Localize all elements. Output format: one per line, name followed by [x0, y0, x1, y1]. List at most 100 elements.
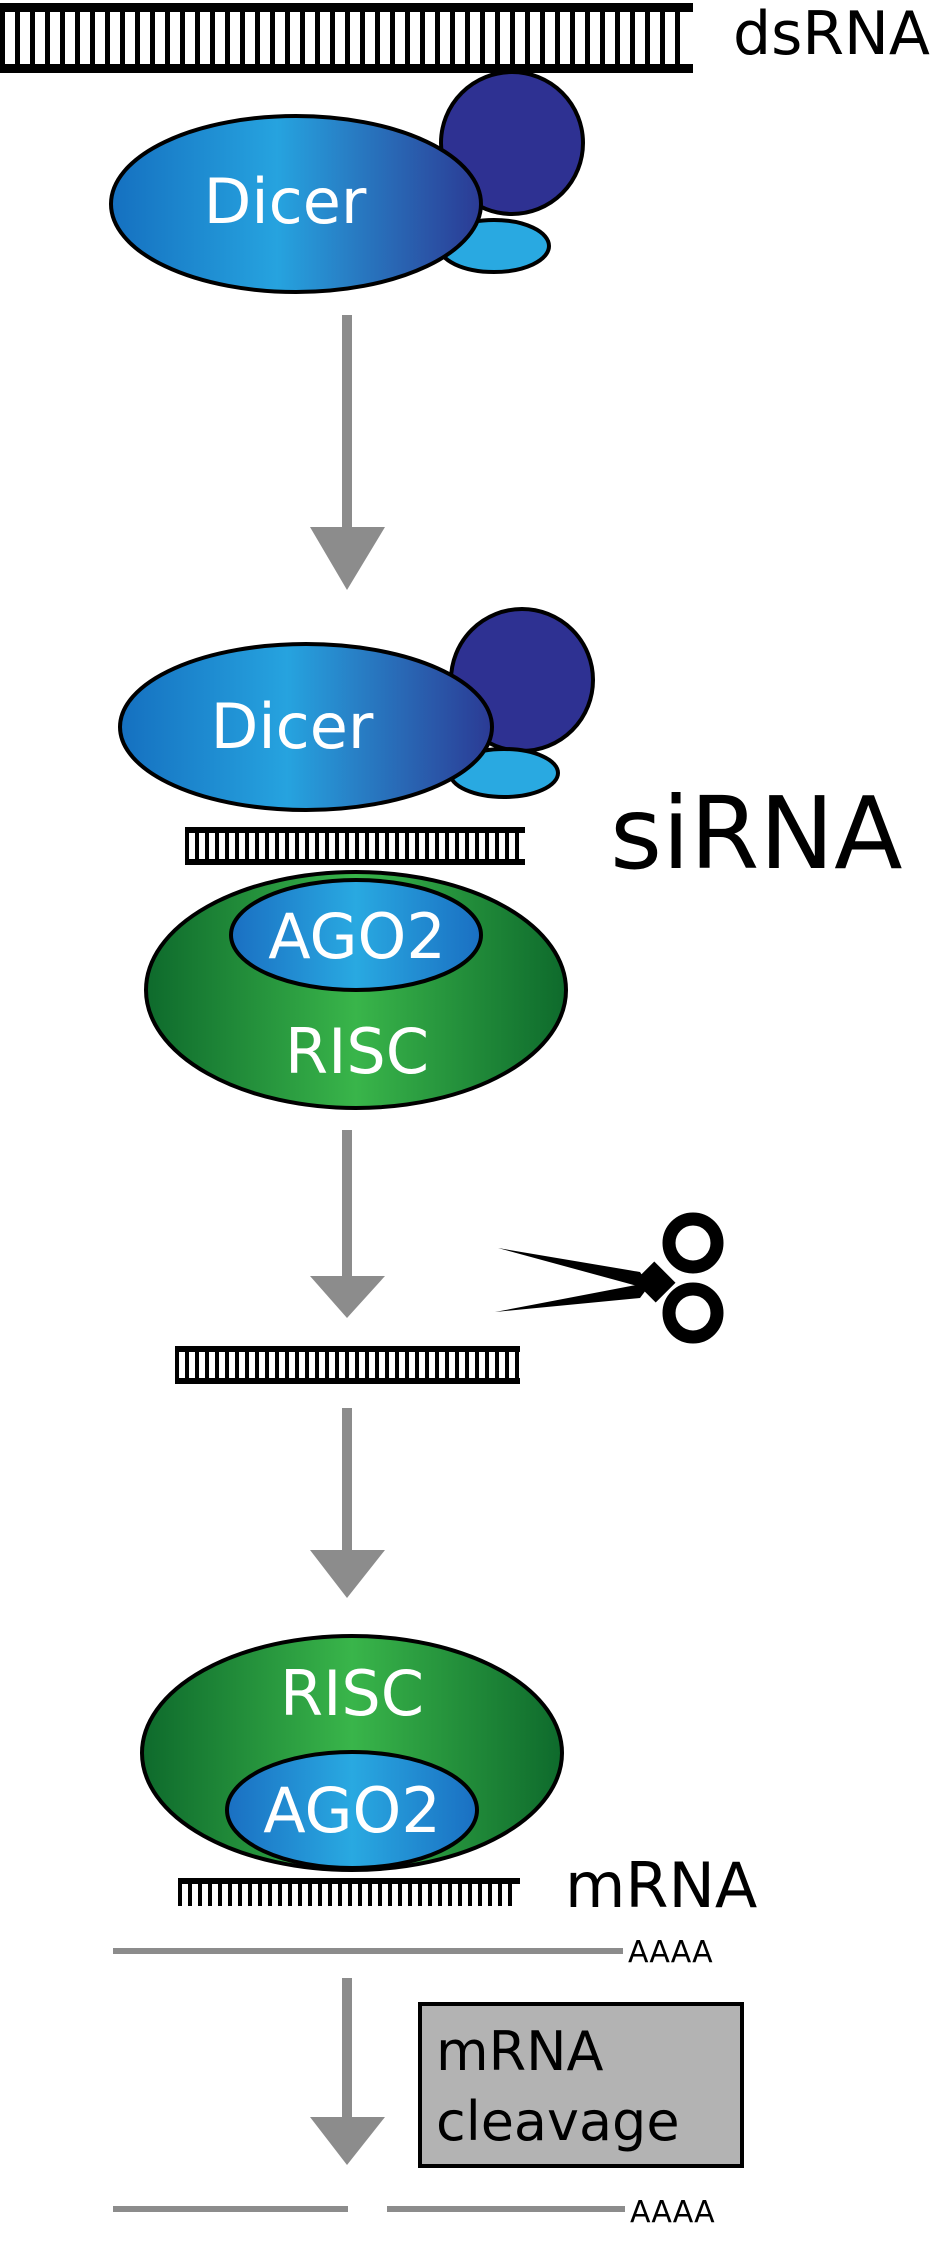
- dsrna-label: dsRNA: [733, 0, 930, 69]
- base-pair-rung: [238, 1884, 242, 1906]
- base-pair-rung: [325, 1352, 329, 1378]
- risc-complex-2: RISC AGO2: [140, 1634, 564, 1872]
- base-pair-rung: [215, 1352, 219, 1378]
- base-pair-rung: [288, 1884, 292, 1906]
- base-pair-rung: [90, 12, 95, 64]
- risc-complex-1: AGO2 RISC: [144, 870, 568, 1110]
- base-pair-rung: [405, 12, 410, 64]
- base-pair-rung: [195, 1352, 199, 1378]
- base-pair-rung: [660, 12, 665, 64]
- base-pair-rung: [505, 1352, 509, 1378]
- base-pair-rung: [180, 12, 185, 64]
- base-pair-rung: [388, 1884, 392, 1906]
- base-pair-rung: [245, 1352, 249, 1378]
- base-pair-rung: [375, 833, 379, 859]
- base-pair-rung: [468, 1884, 472, 1906]
- mrna-fragment-3prime: [387, 2206, 625, 2212]
- base-pair-rung: [268, 1884, 272, 1906]
- base-pair-rung: [205, 1352, 209, 1378]
- mrna-label: mRNA: [565, 1849, 757, 1922]
- sirna-label: siRNA: [610, 775, 903, 892]
- base-pair-rung: [338, 1884, 342, 1906]
- arrow-4: [310, 1978, 385, 2165]
- base-pair-rung: [248, 1884, 252, 1906]
- base-pair-rung: [450, 12, 455, 64]
- base-pair-rung: [418, 1884, 422, 1906]
- base-pair-rung: [555, 12, 560, 64]
- base-pair-rung: [285, 12, 290, 64]
- base-pair-rung: [285, 1352, 289, 1378]
- base-pair-rung: [630, 12, 635, 64]
- base-pair-rung: [270, 12, 275, 64]
- base-pair-rung: [675, 12, 680, 64]
- arrow-1: [310, 315, 385, 590]
- base-pair-rung: [295, 833, 299, 859]
- base-pair-rung: [475, 1352, 479, 1378]
- base-pair-rung: [275, 1352, 279, 1378]
- base-pair-rung: [415, 1352, 419, 1378]
- base-pair-rung: [645, 12, 650, 64]
- base-pair-rung: [368, 1884, 372, 1906]
- base-pair-rung: [438, 1884, 442, 1906]
- base-pair-rung: [265, 833, 269, 859]
- base-pair-rung: [495, 1352, 499, 1378]
- base-pair-rung: [475, 833, 479, 859]
- base-pair-rung: [240, 12, 245, 64]
- base-pair-rung: [315, 833, 319, 859]
- base-pair-rung: [185, 1352, 189, 1378]
- base-pair-rung: [188, 1884, 192, 1906]
- base-pair-rung: [330, 12, 335, 64]
- base-pair-rung: [198, 1884, 202, 1906]
- risc-label-2: RISC: [280, 1657, 424, 1730]
- base-pair-rung: [0, 12, 5, 64]
- base-pair-rung: [318, 1884, 322, 1906]
- base-pair-rung: [185, 833, 189, 859]
- base-pair-rung: [15, 12, 20, 64]
- base-pair-rung: [570, 12, 575, 64]
- base-pair-rung: [448, 1884, 452, 1906]
- cleavage-text-line2: cleavage: [436, 2090, 680, 2153]
- base-pair-rung: [435, 12, 440, 64]
- base-pair-rung: [485, 1352, 489, 1378]
- base-pair-rung: [45, 12, 50, 64]
- base-pair-rung: [508, 1884, 512, 1906]
- base-pair-rung: [358, 1884, 362, 1906]
- sirna-duplex: [185, 827, 525, 865]
- base-pair-rung: [505, 833, 509, 859]
- base-pair-rung: [355, 833, 359, 859]
- base-pair-rung: [308, 1884, 312, 1906]
- base-pair-rung: [225, 12, 230, 64]
- base-pair-rung: [258, 1884, 262, 1906]
- base-pair-rung: [385, 1352, 389, 1378]
- base-pair-rung: [458, 1884, 462, 1906]
- dicer-body: [109, 114, 483, 294]
- base-pair-rung: [305, 1352, 309, 1378]
- scissors-icon: [495, 1212, 724, 1344]
- base-pair-rung: [225, 1352, 229, 1378]
- base-pair-rung: [485, 833, 489, 859]
- base-pair-rung: [395, 1352, 399, 1378]
- dicer-complex-1: Dicer: [109, 70, 585, 294]
- base-pair-rung: [60, 12, 65, 64]
- base-pair-rung: [465, 833, 469, 859]
- base-pair-rung: [105, 12, 110, 64]
- ago2-body-1: [229, 878, 483, 992]
- base-pair-rung: [465, 12, 470, 64]
- base-pair-rung: [425, 833, 429, 859]
- base-pair-rung: [365, 833, 369, 859]
- base-pair-rung: [478, 1884, 482, 1906]
- dicer-domain-large: [439, 70, 585, 216]
- base-pair-rung: [120, 12, 125, 64]
- dicer-complex-2: Dicer: [118, 607, 595, 812]
- base-pair-rung: [428, 1884, 432, 1906]
- base-pair-rung: [365, 1352, 369, 1378]
- base-pair-rung: [395, 833, 399, 859]
- base-pair-rung: [210, 12, 215, 64]
- polya-label-1: AAAA: [628, 1935, 713, 1970]
- ago2-body-2: [225, 1750, 479, 1870]
- base-pair-rung: [315, 1352, 319, 1378]
- base-pair-rung: [285, 833, 289, 859]
- base-pair-rung: [385, 833, 389, 859]
- base-pair-rung: [515, 833, 519, 859]
- base-pair-rung: [515, 1352, 519, 1378]
